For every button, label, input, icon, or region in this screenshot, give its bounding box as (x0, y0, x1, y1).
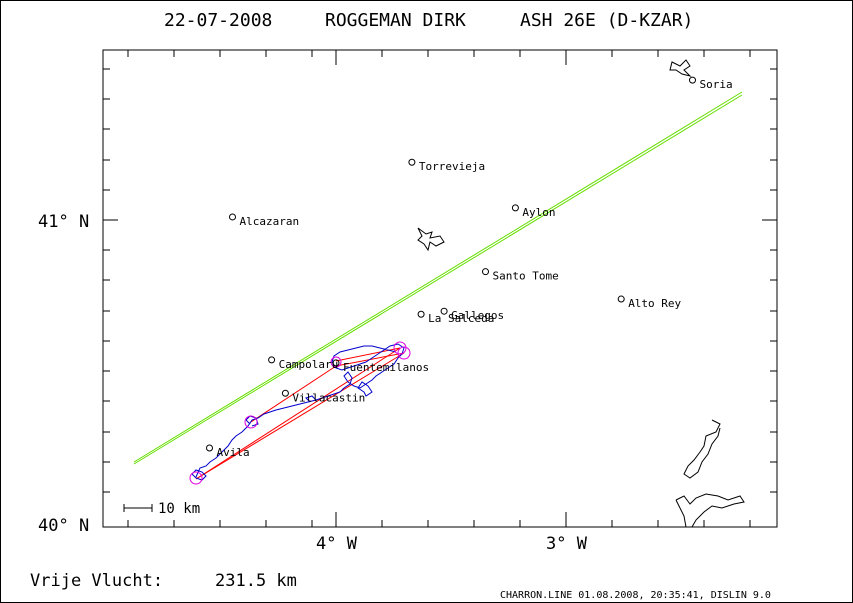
town-label: Santo Tome (493, 270, 559, 283)
axis-ticks (103, 50, 777, 527)
town-marker (482, 268, 489, 276)
lat-label-41: 41° N (38, 212, 89, 232)
town-label: Avila (217, 446, 250, 459)
lake-outline-southeast (675, 493, 745, 528)
free-flight-line-2 (133, 94, 743, 465)
town-label: Torrevieja (419, 160, 485, 173)
lake-outline-north (669, 59, 692, 77)
task-leg (250, 365, 337, 423)
lon-label-4w: 4° W (316, 534, 358, 554)
gps-track-circles (191, 381, 373, 481)
town-label: Aylon (522, 206, 555, 219)
town-marker (440, 307, 448, 315)
town-marker (689, 76, 696, 84)
turnpoint-circle (330, 356, 342, 368)
scale-label: 10 km (158, 501, 200, 517)
lake-outline-south (675, 499, 687, 528)
lat-label-40: 40° N (38, 516, 89, 536)
turnpoint-circle (189, 471, 203, 485)
river-outline-east (683, 419, 721, 479)
free-flight-lines (133, 91, 743, 465)
scale-bar (123, 504, 153, 512)
town-marker (229, 213, 236, 221)
plot-area (102, 49, 778, 528)
water-bodies (417, 59, 745, 528)
glider-id: ASH 26E (D-KZAR) (520, 10, 693, 31)
town-markers: Soria Torrevieja Aylon Alcazaran Santo Tome A… (206, 76, 733, 459)
town-marker (617, 295, 625, 303)
town-marker (408, 158, 416, 166)
lake-outline-center (417, 227, 445, 252)
pilot-name: ROGGEMAN DIRK (325, 10, 466, 31)
turnpoint-circle (244, 415, 258, 429)
town-label: Campolaru (279, 358, 339, 371)
lon-label-3w: 3° W (546, 534, 588, 554)
town-label: Gallegos (451, 309, 504, 322)
free-flight-label: Vrije Vlucht: (30, 571, 163, 591)
turnpoints (189, 341, 411, 485)
task-leg (195, 352, 405, 480)
free-flight-value: 231.5 km (215, 571, 297, 591)
town-marker (332, 359, 340, 367)
turnpoint-circle (393, 341, 407, 355)
free-flight-line-1 (133, 91, 743, 463)
town-label: Alto Rey (628, 297, 681, 310)
footer-credit: CHARRON.LINE 01.08.2008, 20:35:41, DISLI… (500, 590, 771, 601)
town-marker (206, 444, 213, 452)
flight-date: 22-07-2008 (164, 10, 272, 31)
town-label: Soria (700, 78, 733, 91)
task-leg (195, 347, 401, 480)
town-label: La Salceda (428, 312, 494, 325)
town-marker (417, 310, 425, 318)
town-marker (511, 204, 519, 212)
town-marker (281, 389, 289, 397)
town-label: Villacastin (292, 391, 365, 404)
town-label: Fuentemilanos (343, 361, 429, 374)
gps-track (191, 343, 405, 481)
turnpoint-circle (397, 346, 411, 360)
town-marker (268, 356, 276, 364)
town-label: Alcazaran (240, 215, 300, 228)
